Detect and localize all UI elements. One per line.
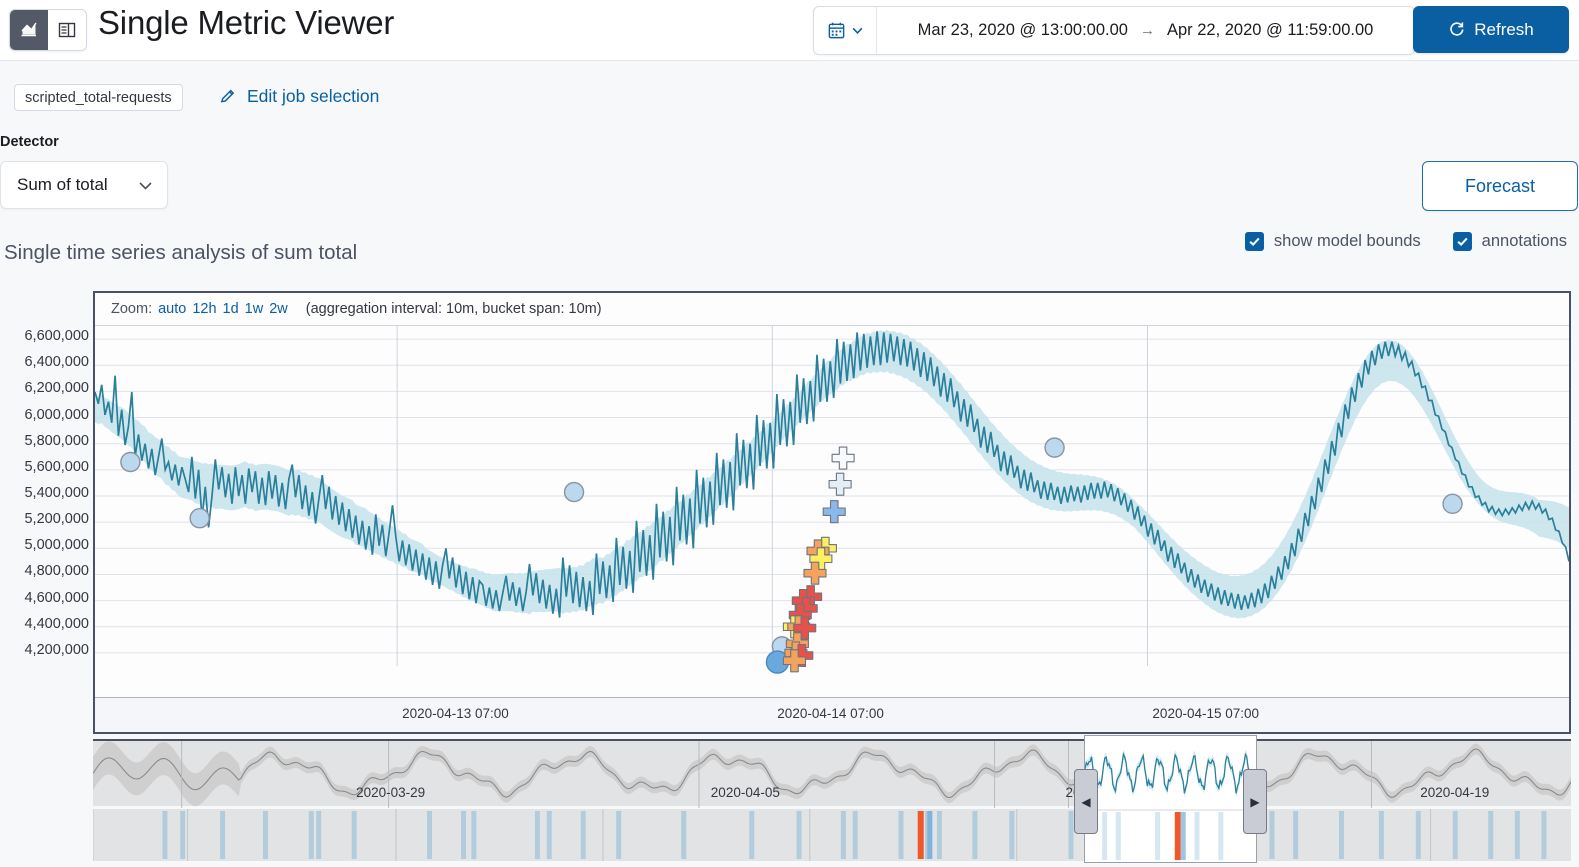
refresh-label: Refresh [1474, 19, 1534, 39]
brush-handle-left[interactable]: ◀ [1074, 769, 1098, 834]
date-arrow-icon: → [1139, 22, 1155, 39]
table-icon [58, 22, 76, 38]
checkbox-box [1452, 232, 1472, 251]
context-brush-selection[interactable]: ◀ ▶ [1074, 735, 1267, 863]
header-divider [0, 60, 1579, 61]
zoom-option-12h[interactable]: 12h [192, 301, 217, 317]
brush-handle-right[interactable]: ▶ [1243, 769, 1267, 834]
zoom-option-2w[interactable]: 2w [269, 301, 288, 317]
y-axis-tick: 5,200,000 [24, 511, 89, 528]
app-header: Single Metric Viewer Mar 23, 2020 @ 13:0… [0, 0, 1579, 60]
forecast-button[interactable]: Forecast [1422, 161, 1578, 211]
y-axis-tick: 5,400,000 [24, 485, 89, 501]
y-axis-tick: 5,800,000 [24, 432, 89, 449]
y-axis-tick: 6,400,000 [24, 354, 89, 371]
detector-select[interactable]: Sum of total [0, 161, 168, 209]
job-selection-row: scripted_total-requests Edit job selecti… [0, 73, 1579, 119]
chart-options: show model bounds annotations [1244, 232, 1567, 251]
area-chart-icon [21, 22, 37, 37]
detector-label: Detector [0, 134, 59, 150]
zoom-option-1w[interactable]: 1w [244, 301, 264, 317]
focus-chart-x-axis: 2020-04-13 07:00 2020-04-14 07:00 2020-04-… [95, 697, 1569, 732]
check-icon [1457, 237, 1468, 246]
annotations-label: annotations [1481, 232, 1567, 250]
page-title: Single Metric Viewer [98, 4, 395, 41]
zoom-option-1d[interactable]: 1d [222, 301, 239, 317]
view-mode-toggle[interactable] [9, 9, 87, 51]
chevron-down-icon [852, 27, 862, 35]
check-icon [1249, 237, 1260, 246]
context-chart-plot[interactable] [92, 739, 1572, 808]
date-start[interactable]: Mar 23, 2020 @ 13:00:00.00 [917, 21, 1128, 39]
detector-selected-value: Sum of total [17, 175, 108, 194]
section-title: Single time series analysis of sum total [4, 241, 358, 264]
context-chart-svg[interactable] [92, 741, 1572, 808]
refresh-button[interactable]: Refresh [1413, 6, 1569, 53]
y-axis-tick: 6,600,000 [24, 328, 89, 345]
annotations-checkbox[interactable]: annotations [1452, 232, 1567, 251]
x-axis-tick: 2020-04-14 07:00 [777, 706, 884, 721]
calendar-icon [828, 22, 844, 39]
date-range-picker[interactable]: Mar 23, 2020 @ 13:00:00.00 → Apr 22, 202… [813, 6, 1415, 55]
y-axis-tick: 6,200,000 [24, 380, 89, 397]
x-axis-tick: 2020-04-13 07:00 [402, 706, 509, 721]
y-axis-tick: 4,600,000 [24, 589, 89, 606]
zoom-option-auto[interactable]: auto [158, 301, 187, 317]
show-model-bounds-label: show model bounds [1273, 232, 1421, 250]
date-picker-quick-menu[interactable] [814, 7, 877, 54]
y-axis-tick: 4,400,000 [24, 615, 89, 632]
focus-chart-panel: Zoom: auto 12h 1d 1w 2w (aggregation int… [93, 291, 1571, 734]
y-axis-tick: 6,000,000 [24, 406, 89, 423]
y-axis-tick: 4,200,000 [24, 641, 89, 658]
edit-job-label: Edit job selection [247, 86, 380, 106]
table-view-toggle-button[interactable] [48, 10, 86, 50]
context-axis-tick: 2020-03-29 [356, 785, 426, 800]
show-model-bounds-checkbox[interactable]: show model bounds [1244, 232, 1421, 251]
edit-job-selection-link[interactable]: Edit job selection [218, 84, 379, 109]
job-id-badge[interactable]: scripted_total-requests [14, 84, 183, 111]
refresh-icon [1450, 22, 1464, 36]
context-axis-tick: 2020-04-05 [710, 785, 780, 800]
swimlane-strip[interactable] [92, 809, 1571, 861]
x-axis-tick: 2020-04-15 07:00 [1152, 706, 1260, 721]
focus-chart-svg[interactable] [94, 326, 1570, 701]
forecast-label: Forecast [1464, 175, 1536, 196]
brush-content-svg [1084, 736, 1257, 862]
pencil-icon [220, 89, 235, 103]
focus-chart-plot[interactable] [94, 326, 1570, 701]
context-axis-tick: 2020-04-19 [1420, 785, 1490, 800]
y-axis-tick: 5,600,000 [24, 458, 89, 475]
date-range-text[interactable]: Mar 23, 2020 @ 13:00:00.00 → Apr 22, 202… [877, 21, 1414, 40]
swimlane-svg[interactable] [92, 809, 1571, 861]
chevron-down-icon [139, 181, 152, 190]
checkbox-box [1244, 232, 1264, 251]
aggregation-info: (aggregation interval: 10m, bucket span:… [305, 301, 602, 317]
chart-view-toggle-button[interactable] [10, 10, 48, 50]
zoom-label: Zoom: [111, 301, 153, 317]
date-end[interactable]: Apr 22, 2020 @ 11:59:00.00 [1166, 21, 1374, 39]
y-axis-tick: 5,000,000 [24, 537, 89, 554]
y-axis-tick: 4,800,000 [24, 563, 89, 580]
context-chart[interactable]: 2020-03-292020-04-052020-04-122020-04-19… [92, 735, 1572, 863]
chart-zoom-toolbar: Zoom: auto 12h 1d 1w 2w (aggregation int… [95, 293, 1569, 326]
